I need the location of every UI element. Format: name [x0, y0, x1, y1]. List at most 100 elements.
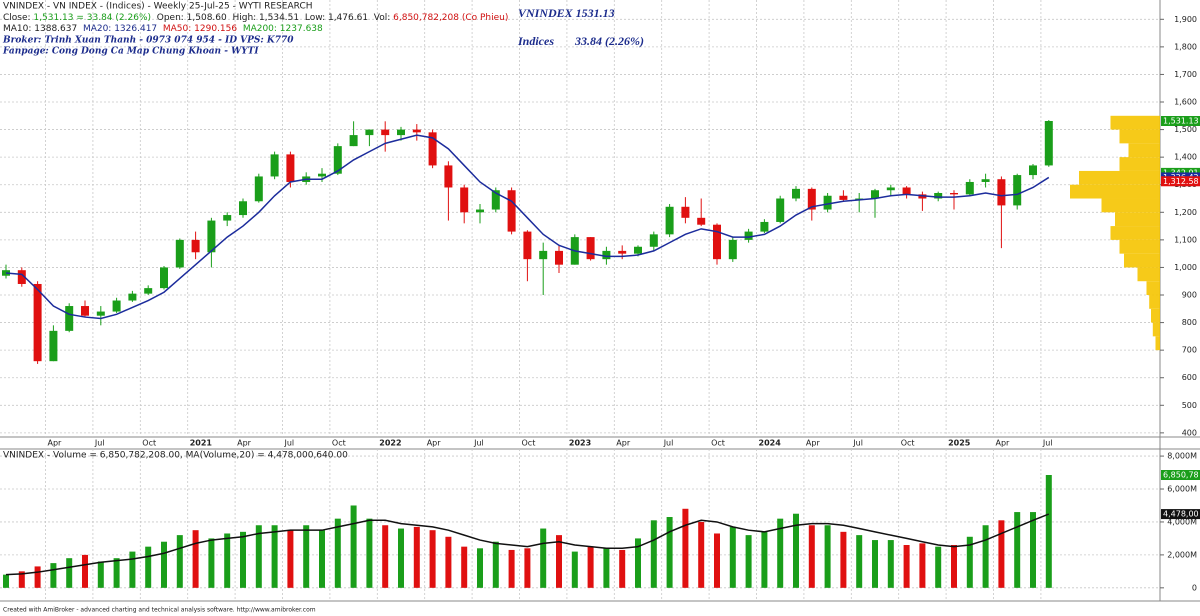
volume-profile-bar: [1124, 253, 1160, 268]
volume-bar: [603, 548, 610, 588]
volume-profile-bar: [1149, 295, 1160, 309]
candle-body: [681, 206, 690, 218]
candle-body: [318, 173, 326, 177]
candle-body: [539, 250, 548, 260]
axis-marker: [1161, 116, 1200, 127]
close-line: Close: 1,531.13 = 33.84 (2.26%) Open: 1,…: [3, 13, 508, 23]
volume-bar: [524, 548, 531, 588]
volume-bar: [129, 551, 136, 588]
header-segment: 1,531.13 = 33.84 (2.26%): [33, 13, 151, 23]
volume-bar: [34, 566, 41, 588]
volume-profile-bar: [1119, 129, 1160, 144]
volume-bar: [18, 571, 25, 588]
volume-profile-bar: [1155, 336, 1160, 351]
y-tick-label: 700: [1182, 346, 1197, 355]
volume-bar: [571, 551, 578, 588]
volume-bar: [271, 525, 278, 588]
volume-bar: [334, 518, 341, 588]
volume-profile-bar: [1151, 308, 1160, 323]
volume-profile-bar: [1152, 322, 1160, 337]
y-tick-label: 6,000M: [1167, 485, 1197, 494]
candle-body: [49, 330, 58, 362]
volume-bar: [650, 520, 657, 588]
candle-body: [507, 190, 516, 232]
volume-bar: [540, 528, 547, 588]
volume-bar: [477, 548, 483, 588]
axis-marker: [1161, 509, 1200, 520]
candle-body: [112, 300, 121, 312]
volume-bar: [113, 558, 120, 588]
volume-bar: [3, 574, 9, 588]
candle-body: [555, 250, 563, 265]
volume-bar: [856, 535, 863, 588]
header-segment: Close:: [3, 13, 33, 23]
volume-bar: [951, 545, 957, 588]
volume-bar: [97, 561, 104, 588]
plot: 4005006007008009001,0001,1001,2001,3001,…: [0, 0, 1200, 601]
candle-body: [444, 165, 453, 188]
candle-body: [223, 215, 232, 221]
volume-bar: [587, 546, 594, 588]
candle-body: [96, 311, 105, 316]
candle-body: [523, 231, 532, 260]
volume-profile-bar: [1119, 239, 1160, 254]
volume-bar: [1014, 512, 1021, 588]
x-tick-label: Jul: [852, 439, 863, 448]
y-tick-label: 8,000M: [1167, 452, 1197, 461]
candle-body: [33, 283, 42, 362]
candle-body: [839, 195, 848, 200]
volume-bar: [903, 545, 910, 588]
header-segment: MA50: 1290.156: [163, 24, 243, 34]
volume-profile-bar: [1137, 267, 1160, 282]
volume-bar: [982, 525, 989, 588]
y-tick-label: 900: [1182, 291, 1197, 300]
volume-profile-bar: [1146, 281, 1160, 296]
candle-body: [349, 135, 358, 147]
volume-bar: [413, 526, 420, 588]
candle-body: [602, 250, 611, 260]
candle-body: [254, 176, 263, 202]
candle-body: [239, 201, 247, 216]
volume-bar: [793, 513, 799, 588]
candle-body: [191, 239, 200, 253]
y-tick-label: 1,200: [1174, 208, 1197, 217]
y-tick-label: 0: [1192, 583, 1197, 592]
volume-bar: [682, 508, 689, 588]
x-tick-label: Apr: [237, 439, 252, 448]
candle-body: [713, 224, 721, 260]
candle-body: [491, 190, 500, 210]
candle-body: [965, 181, 974, 195]
volume-bar: [666, 517, 673, 588]
x-tick-label: Oct: [711, 439, 725, 448]
volume-bar: [255, 525, 262, 588]
candle-body: [81, 306, 89, 316]
x-tick-label: Jul: [94, 439, 105, 448]
x-tick-label: 2021: [190, 439, 213, 448]
volume-profile-bar: [1115, 212, 1160, 227]
candle-body: [697, 217, 706, 225]
volume-bar: [1045, 475, 1052, 588]
y-tick-label: 1,900: [1174, 15, 1197, 24]
volume-bar: [1030, 512, 1036, 588]
candle-body: [950, 192, 958, 195]
headline: VNINDEX 1531.13: [518, 6, 615, 20]
ma-line: MA10: 1388.637 MA20: 1326.417 MA50: 1290…: [3, 24, 323, 34]
candle-body: [333, 146, 342, 174]
volume-bar: [161, 541, 167, 588]
candle-body: [1013, 175, 1022, 206]
volume-bar: [619, 549, 626, 588]
volume-bar: [508, 549, 515, 588]
candle-body: [886, 187, 895, 191]
broker: Broker: Trinh Xuan Thanh - 0973 074 954 …: [2, 36, 294, 46]
footer: Created with AmiBroker - advanced charti…: [3, 607, 316, 614]
y-tick-label: 600: [1182, 373, 1197, 382]
x-tick-label: Apr: [996, 439, 1011, 448]
fanpage: Fanpage: Cong Dong Ca Map Chung Khoan - …: [2, 47, 259, 57]
x-tick-label: 2023: [569, 439, 591, 448]
volume-bar: [208, 538, 215, 588]
volume-bar: [635, 538, 641, 588]
volume-bar: [745, 535, 752, 588]
y-tick-label: 500: [1182, 401, 1197, 410]
volume-bar: [366, 518, 373, 588]
